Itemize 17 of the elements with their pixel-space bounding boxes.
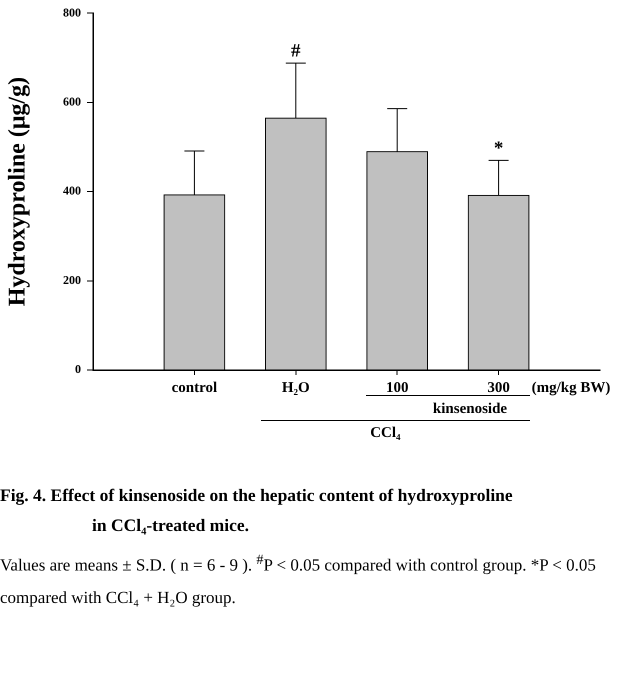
x-tick-label: control [172, 380, 218, 396]
y-tick-label: 800 [63, 5, 81, 20]
y-tick-label: 400 [63, 184, 81, 198]
x-tick-label: 300 [487, 380, 510, 396]
caption: Fig. 4. Effect of kinsenoside on the hepatic content of hydroxyproline in CCl₄-treated mice. [0, 484, 514, 537]
annotation: * [494, 138, 504, 159]
text: CCl₄ [370, 425, 401, 442]
x-tick-label: H₂O [282, 380, 310, 396]
text: kinsenoside [432, 401, 508, 418]
text: Values are means ± S.D. ( n = 6 - 9 ). $^{#}$P < 0.05 compared with control group. *P < 0.05 compared with CCl₄ + H₂O group. [0, 552, 596, 607]
y-tick-label: 0 [75, 362, 81, 376]
y-axis-title: Hydroxyproline (μg/g) [4, 76, 31, 306]
text: (mg/kg BW) [532, 380, 610, 397]
annotation: # [291, 40, 302, 62]
x-tick-label: 100 [386, 380, 408, 396]
y-tick-label: 600 [63, 94, 81, 108]
y-tick-label: 200 [63, 272, 81, 287]
